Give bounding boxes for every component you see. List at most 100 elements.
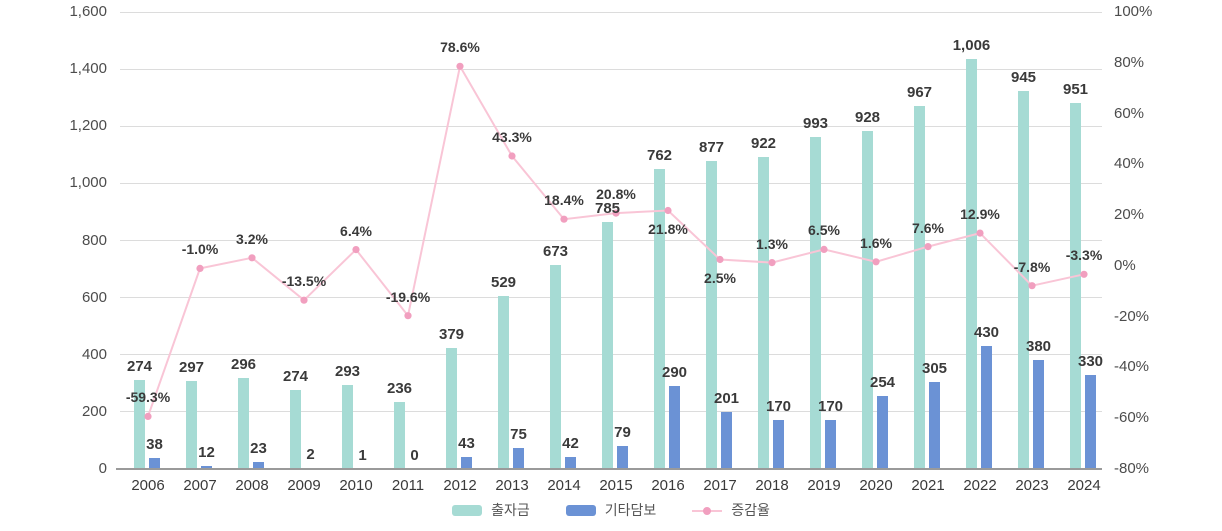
label-change-rate-2006: -59.3%	[125, 389, 171, 406]
grid-line-1,600	[120, 11, 1102, 13]
grid-line-1,200	[120, 125, 1102, 127]
x-axis-label-2013: 2013	[495, 477, 529, 494]
bar-other-collateral-2015	[617, 446, 628, 469]
x-axis-label-2024: 2024	[1067, 477, 1101, 494]
x-axis-label-2016: 2016	[651, 477, 685, 494]
legend-item-other-collateral-label: 기타담보	[604, 502, 657, 518]
label-change-rate-2015: 20.8%	[596, 186, 636, 203]
line-marker-2021	[924, 243, 932, 251]
bar-contribution-2023	[1018, 90, 1029, 469]
bar-other-collateral-2013	[513, 447, 524, 469]
x-axis-label-2021: 2021	[911, 477, 945, 494]
bar-other-collateral-2018	[773, 420, 784, 469]
right-axis-tick-60%: 60%	[1114, 104, 1145, 122]
line-marker-2017	[716, 255, 724, 264]
right-axis-tick-40%: 40%	[1114, 155, 1145, 173]
bar-other-collateral-2008	[253, 462, 264, 469]
label-contribution-2013: 529	[490, 274, 517, 292]
label-contribution-2021: 967	[906, 83, 933, 101]
right-axis-tick-100%: 100%	[1114, 3, 1153, 20]
label-contribution-2014: 673	[542, 242, 569, 260]
x-axis-label-2011: 2011	[391, 477, 425, 494]
label-other-collateral-2019: 170	[817, 398, 844, 416]
bar-contribution-2010	[342, 385, 353, 469]
bar-other-collateral-2016	[669, 386, 680, 469]
bar-contribution-2021	[914, 105, 925, 469]
label-change-rate-2011: -19.6%	[385, 288, 431, 305]
label-change-rate-2009: -13.5%	[281, 273, 327, 290]
x-axis-label-2014: 2014	[547, 477, 581, 494]
bar-contribution-2011	[394, 401, 405, 469]
bar-other-collateral-2024	[1085, 374, 1096, 469]
label-contribution-2018: 922	[750, 135, 777, 153]
left-axis-tick-1,400: 1,400	[69, 60, 107, 78]
label-other-collateral-2009: 2	[306, 446, 315, 464]
bar-other-collateral-2006	[149, 458, 160, 469]
label-change-rate-2020: 1.6%	[860, 234, 892, 251]
label-change-rate-2022: 12.9%	[960, 206, 1000, 223]
bar-contribution-2020	[862, 131, 873, 469]
line-marker-2016	[664, 206, 672, 215]
line-marker-2022	[976, 229, 984, 237]
right-axis-tick-20%: 20%	[1114, 206, 1145, 224]
line-marker-2007	[196, 264, 204, 272]
label-contribution-2011: 236	[386, 379, 413, 397]
grid-line-1,400	[120, 68, 1102, 70]
bar-contribution-2024	[1070, 103, 1081, 469]
left-axis-tick-1,200: 1,200	[69, 117, 107, 135]
x-axis-label-2008: 2008	[235, 477, 269, 494]
right-axis-tick-0%: 0%	[1114, 256, 1136, 274]
right-axis-tick--60%: -60%	[1114, 409, 1150, 427]
left-axis-tick-1,000: 1,000	[69, 174, 107, 192]
line-marker-2020	[872, 258, 880, 266]
line-marker-2023	[1028, 282, 1036, 290]
bar-contribution-2006	[134, 379, 145, 469]
label-change-rate-2008: 3.2%	[236, 230, 268, 247]
bar-other-collateral-2022	[981, 346, 992, 469]
x-axis-label-2006: 2006	[131, 477, 165, 494]
bar-other-collateral-2012	[461, 456, 472, 469]
right-axis-tick-80%: 80%	[1114, 53, 1145, 71]
left-axis-tick-600: 600	[81, 288, 107, 306]
left-axis-tick-0: 0	[98, 460, 107, 477]
right-axis-tick--40%: -40%	[1114, 358, 1150, 376]
x-axis-line	[116, 468, 1102, 470]
label-other-collateral-2024: 330	[1077, 352, 1104, 370]
legend-item-change-rate-swatch	[692, 505, 723, 516]
x-axis-label-2018: 2018	[755, 477, 789, 494]
bar-other-collateral-2017	[721, 411, 732, 469]
line-marker-2006	[144, 412, 152, 420]
line-marker-2024	[1080, 270, 1088, 278]
label-other-collateral-2021: 305	[921, 359, 948, 377]
x-axis-label-2017: 2017	[703, 477, 737, 494]
legend-item-other-collateral-swatch	[565, 504, 596, 516]
legend-item-contribution-label: 출자금	[491, 502, 530, 518]
label-contribution-2010: 293	[334, 363, 361, 381]
bar-contribution-2007	[186, 380, 197, 469]
label-other-collateral-2013: 75	[510, 425, 527, 443]
label-contribution-2006: 274	[126, 357, 153, 375]
x-axis-label-2022: 2022	[963, 477, 997, 494]
x-axis-label-2019: 2019	[807, 477, 841, 494]
label-change-rate-2016: 21.8%	[648, 220, 688, 237]
label-contribution-2020: 928	[854, 109, 881, 127]
bar-other-collateral-2023	[1033, 360, 1044, 469]
legend-item-other-collateral: 기타담보	[565, 502, 657, 518]
left-axis-tick-400: 400	[81, 345, 107, 363]
left-axis-tick-1,600: 1,600	[69, 3, 107, 20]
label-other-collateral-2010: 1	[358, 446, 367, 464]
label-other-collateral-2012: 43	[458, 434, 475, 452]
line-marker-2011	[404, 312, 412, 320]
bar-contribution-2009	[290, 390, 301, 469]
line-marker-2018	[768, 259, 776, 267]
bar-contribution-2019	[810, 136, 821, 469]
left-axis-tick-200: 200	[81, 402, 107, 420]
bar-contribution-2022	[966, 58, 977, 469]
label-contribution-2012: 379	[438, 326, 465, 344]
bar-other-collateral-2014	[565, 457, 576, 469]
bar-other-collateral-2021	[929, 381, 940, 469]
label-other-collateral-2008: 23	[250, 440, 267, 458]
label-contribution-2024: 951	[1062, 81, 1089, 99]
x-axis-label-2023: 2023	[1015, 477, 1049, 494]
